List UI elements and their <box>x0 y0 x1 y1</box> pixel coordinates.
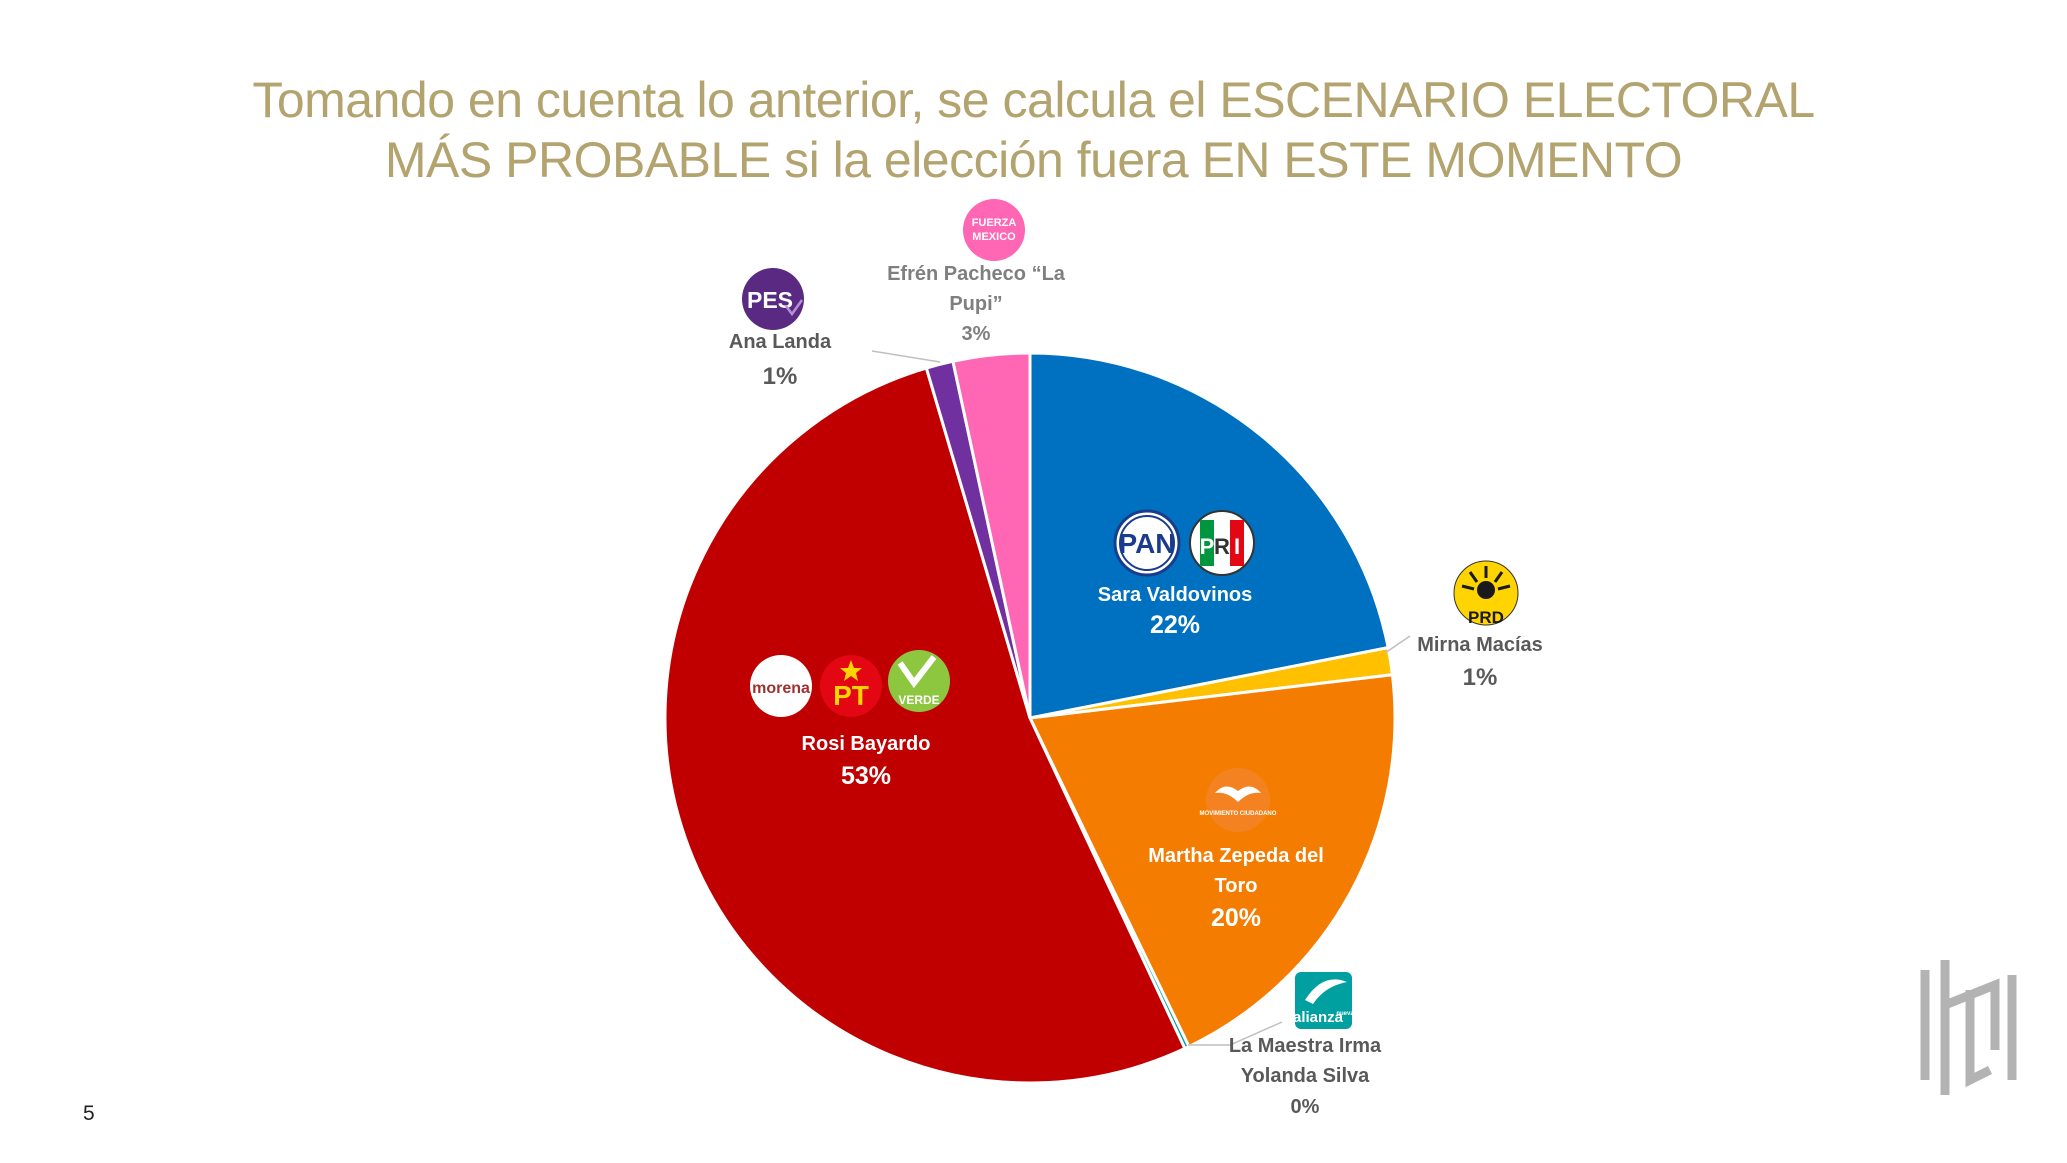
leader-line-ana <box>871 350 941 363</box>
chart-title: Tomando en cuenta lo anterior, se calcul… <box>0 70 2067 190</box>
slice-value-efren: 3% <box>962 323 991 345</box>
pes-text: PES <box>747 287 793 313</box>
label-martha-zepeda: MOVIMIENTO CIUDADANO Martha Zepeda del T… <box>1148 768 1324 932</box>
nueva-alianza-logo-icon: alianza nueva <box>1293 972 1354 1029</box>
prd-logo-icon: PRD <box>1453 560 1519 627</box>
title-line-2: MÁS PROBABLE si la elección fuera EN EST… <box>384 132 1683 188</box>
alianza-text: alianza <box>1293 1009 1344 1026</box>
slice-value-ana: 1% <box>763 363 798 390</box>
slice-label-efren-2: Pupi” <box>949 293 1002 315</box>
label-mirna-macias: PRD Mirna Macías 1% <box>1417 560 1543 691</box>
pt-logo-icon: PT <box>820 655 882 717</box>
label-irma-silva: alianza nueva La Maestra Irma Yolanda Si… <box>1229 972 1382 1118</box>
fuerza-text: FUERZA <box>972 217 1017 229</box>
pie-slice-2 <box>1027 673 1397 1049</box>
slice-label-rosi: Rosi Bayardo <box>802 733 931 755</box>
slice-label-mirna: Mirna Macías <box>1417 634 1543 656</box>
slice-value-mirna: 1% <box>1463 664 1498 691</box>
pri-letter-r: R <box>1214 534 1230 559</box>
slice-label-martha-2: Toro <box>1215 875 1258 897</box>
fuerza-mexico-logo-icon: FUERZA MEXICO <box>963 199 1025 261</box>
label-rosi-bayardo: morena PT VERDE Rosi Bayardo 53% <box>750 650 950 790</box>
pie-slice-6 <box>951 351 1032 719</box>
morena-text: morena <box>752 680 810 697</box>
slice-value-rosi: 53% <box>841 762 891 790</box>
slice-label-martha-1: Martha Zepeda del <box>1148 845 1324 867</box>
brand-logo-icon <box>1920 960 2017 1095</box>
prd-text: PRD <box>1468 608 1504 627</box>
slice-label-irma-2: Yolanda Silva <box>1241 1065 1370 1087</box>
leader-lines <box>871 350 1411 1046</box>
slice-value-martha: 20% <box>1211 904 1261 932</box>
title-line-1: Tomando en cuenta lo anterior, se calcul… <box>252 72 1815 128</box>
pri-letter-p: P <box>1200 534 1215 559</box>
leader-line-irma <box>1188 1021 1283 1046</box>
slice-label-efren-1: Efrén Pacheco “La <box>887 263 1066 285</box>
slice-label-sara: Sara Valdovinos <box>1098 584 1253 606</box>
pan-logo-icon: PAN <box>1113 509 1181 577</box>
pri-letter-i: I <box>1234 534 1240 559</box>
leader-line-mirna <box>1384 635 1411 654</box>
verde-text: VERDE <box>898 693 939 707</box>
morena-logo-icon: morena <box>750 655 812 717</box>
mexico-text: MEXICO <box>972 231 1016 243</box>
pan-text: PAN <box>1118 528 1175 559</box>
mc-text: MOVIMIENTO CIUDADANO <box>1200 811 1277 817</box>
label-efren-pacheco: FUERZA MEXICO Efrén Pacheco “La Pupi” 3% <box>887 199 1066 345</box>
slice-label-ana: Ana Landa <box>729 331 832 353</box>
label-ana-landa: PES Ana Landa 1% <box>729 268 832 390</box>
label-sara-valdovinos: PAN P R I Sara Valdovinos 22% <box>1098 509 1255 639</box>
slice-label-irma-1: La Maestra Irma <box>1229 1035 1382 1057</box>
pes-logo-icon: PES <box>742 268 804 330</box>
verde-logo-icon: VERDE <box>888 650 950 712</box>
pt-text: PT <box>833 680 869 711</box>
slice-value-irma: 0% <box>1291 1096 1320 1118</box>
page-number: 5 <box>83 1102 95 1125</box>
nueva-text: nueva <box>1336 1011 1354 1017</box>
pie-slices <box>663 351 1397 1085</box>
movimiento-ciudadano-logo-icon: MOVIMIENTO CIUDADANO <box>1200 768 1277 832</box>
pri-logo-icon: P R I <box>1189 510 1255 576</box>
pie-slice-4 <box>663 366 1187 1085</box>
slice-value-sara: 22% <box>1150 611 1200 639</box>
